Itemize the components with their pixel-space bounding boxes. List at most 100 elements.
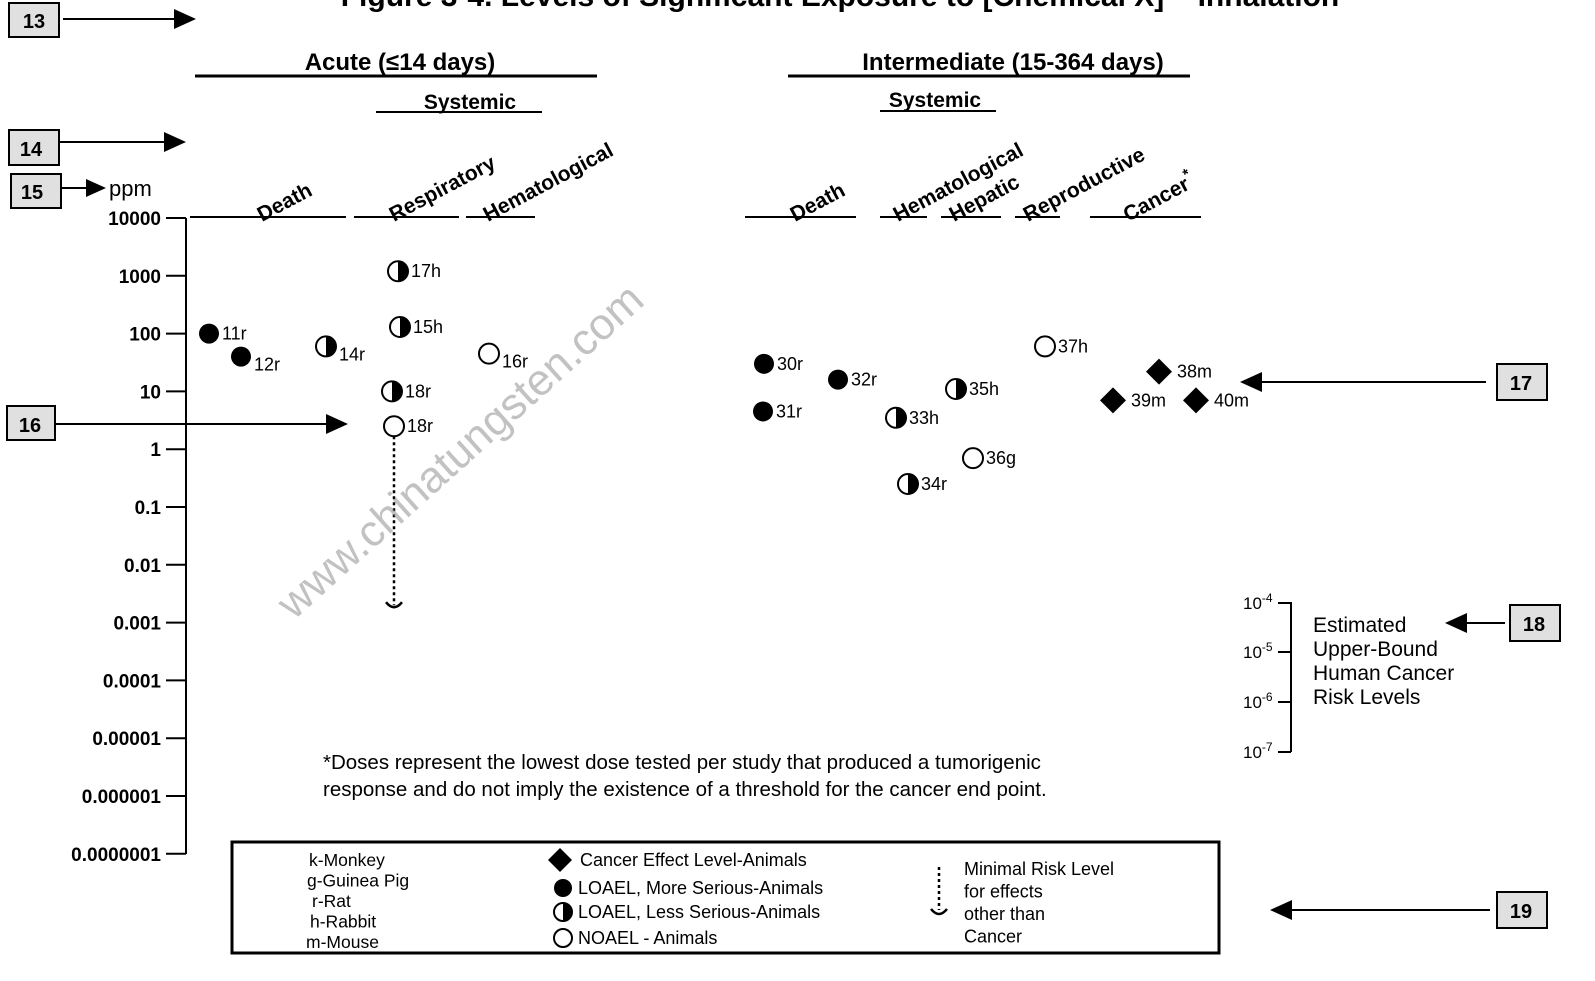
- group-intermediate-subtitle: Systemic: [889, 89, 982, 112]
- marker-loael-serious: [754, 353, 774, 374]
- marker-noael: [553, 928, 573, 948]
- marker-cancer: [548, 848, 572, 872]
- marker-half-fill: [326, 336, 337, 357]
- risk-tick-label: 10-5: [1243, 640, 1273, 662]
- y-axis-unit: ppm: [109, 176, 152, 201]
- data-points: 11r 12r 14r 17h 15h 18r 18r 16r 30r 31r 32r 33h 34r 3…: [199, 260, 1249, 495]
- legend-mrl-text: for effects: [964, 882, 1043, 902]
- arrow-right-icon: [164, 132, 186, 152]
- y-tick-label: 1: [150, 440, 161, 461]
- data-label: 31r: [776, 401, 802, 421]
- marker-loael-serious: [828, 369, 848, 390]
- y-tick-label: 1000: [119, 267, 161, 288]
- minimal-risk-level-marker: [385, 436, 403, 609]
- marker-loael-serious: [199, 323, 219, 344]
- callout-17: 17: [1240, 363, 1548, 401]
- marker-loael-serious: [231, 346, 251, 367]
- callout-14: 14: [8, 129, 186, 166]
- data-point-11r: 11r: [199, 323, 247, 344]
- footnote-line: response and do not imply the existence …: [323, 778, 1047, 801]
- group-acute-subtitle: Systemic: [424, 91, 517, 114]
- legend-item-loael_serious: LOAEL, More Serious-Animals: [554, 878, 823, 898]
- marker-cancer: [1183, 387, 1209, 414]
- data-point-37h: 37h: [1034, 335, 1088, 358]
- arrow-right-icon: [86, 179, 106, 197]
- mrl-cap: [385, 601, 403, 609]
- data-point-35h: 35h: [945, 378, 999, 401]
- data-label: 39m: [1131, 390, 1166, 410]
- callout-19: 19: [1270, 891, 1548, 929]
- arrow-left-icon: [1445, 613, 1467, 633]
- y-axis-ticks: 10000 1000 100 10 1 0.1 0.01 0.001 0.0001 0.00001…: [71, 209, 186, 866]
- category-label-a_death: Death: [254, 179, 316, 227]
- risk-label-line: Human Cancer: [1313, 662, 1454, 685]
- callout-15: 15: [10, 173, 106, 209]
- legend-mrl-text: Cancer: [964, 927, 1022, 947]
- data-point-18r: 18r: [381, 380, 431, 403]
- y-tick-label: 0.0001: [103, 671, 162, 692]
- y-tick-label: 0.00001: [92, 729, 161, 750]
- data-label: 34r: [921, 474, 947, 494]
- data-label: 32r: [851, 370, 877, 390]
- callout-18: 18: [1445, 604, 1561, 642]
- callout-15-label: 15: [21, 182, 43, 204]
- data-label: 37h: [1058, 336, 1088, 356]
- marker-cancer: [1146, 358, 1172, 385]
- marker-noael: [383, 415, 405, 438]
- data-point-38m: 38m: [1146, 358, 1212, 385]
- legend-label: Cancer Effect Level-Animals: [580, 850, 807, 870]
- data-label: 40m: [1214, 390, 1249, 410]
- footnote: *Doses represent the lowest dose tested …: [323, 751, 1047, 801]
- callout-13: 13: [8, 2, 196, 38]
- cancer-risk-ticks: 10-4 10-5 10-6 10-7: [1243, 591, 1291, 762]
- legend-species: m-Mouse: [306, 932, 379, 952]
- y-tick-label: 0.000001: [82, 787, 162, 808]
- callout-13-label: 13: [23, 11, 45, 33]
- marker-loael-serious: [554, 879, 572, 897]
- legend-label: LOAEL, More Serious-Animals: [578, 878, 823, 898]
- arrow-right-icon: [326, 414, 348, 434]
- data-point-15h: 15h: [389, 316, 443, 339]
- marker-loael-serious: [753, 401, 773, 422]
- data-point-39m: 39m: [1100, 387, 1166, 414]
- y-tick-label: 10: [140, 382, 161, 403]
- callout-16: 16: [6, 405, 348, 441]
- legend-box: [230, 840, 1221, 955]
- risk-tick-label: 10-6: [1243, 690, 1273, 712]
- category-label-a_hema: Hematological: [480, 139, 618, 227]
- risk-label-line: Estimated: [1313, 614, 1406, 637]
- risk-label-line: Upper-Bound: [1313, 638, 1438, 661]
- watermark: www.chinatungsten.com: [267, 274, 653, 629]
- data-label: 17h: [411, 261, 441, 281]
- data-label: 33h: [909, 408, 939, 428]
- legend-species: h-Rabbit: [310, 912, 376, 932]
- data-point-14r: 14r: [315, 335, 365, 364]
- arrow-left-icon: [1240, 372, 1262, 392]
- data-point-31r: 31r: [753, 401, 802, 422]
- category-label-a_resp: Respiratory: [386, 151, 500, 226]
- y-tick-label: 100: [129, 325, 161, 346]
- marker-half-fill: [956, 379, 966, 400]
- data-label: 36g: [986, 448, 1016, 468]
- data-point-34r: 34r: [897, 472, 947, 495]
- marker-noael: [1034, 335, 1056, 358]
- legend-mrl-cap: [930, 908, 948, 916]
- risk-tick-label: 10-4: [1243, 591, 1273, 613]
- marker-half-fill: [400, 317, 410, 338]
- group-acute-title: Acute (≤14 days): [305, 49, 496, 76]
- data-point-30r: 30r: [754, 353, 803, 374]
- marker-half-fill: [398, 261, 408, 282]
- arrow-right-icon: [174, 9, 196, 29]
- legend-label: LOAEL, Less Serious-Animals: [578, 902, 820, 922]
- callout-17-label: 17: [1510, 373, 1532, 395]
- legend-item-loael_less: LOAEL, Less Serious-Animals: [553, 902, 820, 922]
- data-label: 18r: [405, 381, 431, 401]
- legend-mrl-text: Minimal Risk Level: [964, 859, 1114, 879]
- arrow-left-icon: [1270, 900, 1292, 920]
- footnote-line: *Doses represent the lowest dose tested …: [323, 751, 1041, 774]
- legend-species: g-Guinea Pig: [307, 871, 409, 891]
- marker-noael: [962, 447, 984, 470]
